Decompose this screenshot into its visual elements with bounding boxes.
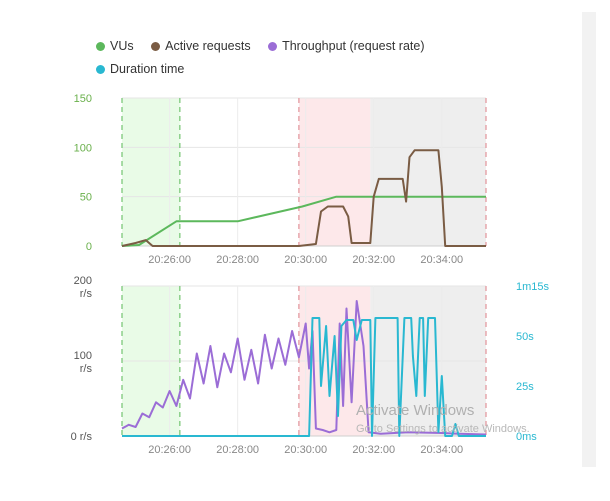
- vus-swatch-icon: [96, 41, 105, 51]
- y-right-tick-label: 0ms: [516, 431, 537, 443]
- legend-label-active-requests: Active requests: [165, 39, 251, 53]
- x-tick-label: 20:30:00: [284, 444, 327, 456]
- x-tick-label: 20:34:00: [420, 444, 463, 456]
- y-left-tick-label: 0 r/s: [71, 431, 93, 443]
- y-right-tick-label: 50s: [516, 331, 534, 343]
- x-tick-label: 20:28:00: [216, 254, 259, 266]
- y-left-tick-label: 100: [74, 350, 92, 362]
- y-tick-label: 50: [80, 192, 92, 204]
- y-tick-label: 100: [74, 142, 92, 154]
- band-green-0: [122, 98, 180, 246]
- watermark-subtitle: Go to Settings to activate Windows.: [356, 423, 530, 435]
- series-line-active-requests: [121, 149, 486, 247]
- x-tick-label: 20:32:00: [352, 444, 395, 456]
- watermark-title: Activate Windows: [356, 402, 474, 419]
- y-right-tick-label: 25s: [516, 381, 534, 393]
- series-line-throughput-request-rate-: [121, 300, 487, 436]
- vertical-scrollbar[interactable]: [582, 12, 596, 467]
- x-tick-label: 20:30:00: [284, 254, 327, 266]
- y-left-tick-unit: r/s: [80, 363, 93, 375]
- y-tick-label: 150: [74, 93, 92, 105]
- y-left-tick-unit: r/s: [80, 288, 93, 300]
- x-tick-label: 20:32:00: [352, 254, 395, 266]
- x-tick-label: 20:34:00: [420, 254, 463, 266]
- x-tick-label: 20:26:00: [148, 254, 191, 266]
- band-pink-1: [298, 98, 371, 246]
- y-right-tick-label: 1m15s: [516, 281, 550, 293]
- bottom-chart: 20:26:00 20:28:00 20:30:00 20:32:00 20:34:00…: [71, 275, 550, 456]
- windows-activation-watermark: Activate Windows Go to Settings to activ…: [356, 402, 530, 435]
- legend-item-throughput[interactable]: Throughput (request rate): [268, 36, 425, 56]
- x-tick-label: 20:28:00: [216, 444, 259, 456]
- legend-label-throughput: Throughput (request rate): [282, 39, 425, 53]
- throughput-swatch-icon: [268, 41, 278, 51]
- series-line-vus: [121, 195, 486, 247]
- series-line-duration-time: [122, 317, 486, 437]
- chart-legend: VUs Active requests Throughput (request …: [96, 36, 516, 82]
- legend-label-vus: VUs: [110, 39, 134, 53]
- legend-label-duration-time: Duration time: [110, 62, 185, 76]
- top-chart: 20:26:00 20:28:00 20:30:00 20:32:00 20:34:00…: [74, 93, 487, 266]
- duration-time-swatch-icon: [96, 64, 105, 74]
- legend-item-duration-time[interactable]: Duration time: [96, 59, 184, 79]
- y-left-tick-label: 200: [74, 275, 92, 287]
- y-tick-label: 0: [86, 241, 92, 253]
- band-gray-2: [370, 98, 486, 246]
- active-requests-swatch-icon: [151, 41, 161, 51]
- legend-item-active-requests[interactable]: Active requests: [151, 36, 251, 56]
- legend-item-vus[interactable]: VUs: [96, 36, 134, 56]
- x-tick-label: 20:26:00: [148, 444, 191, 456]
